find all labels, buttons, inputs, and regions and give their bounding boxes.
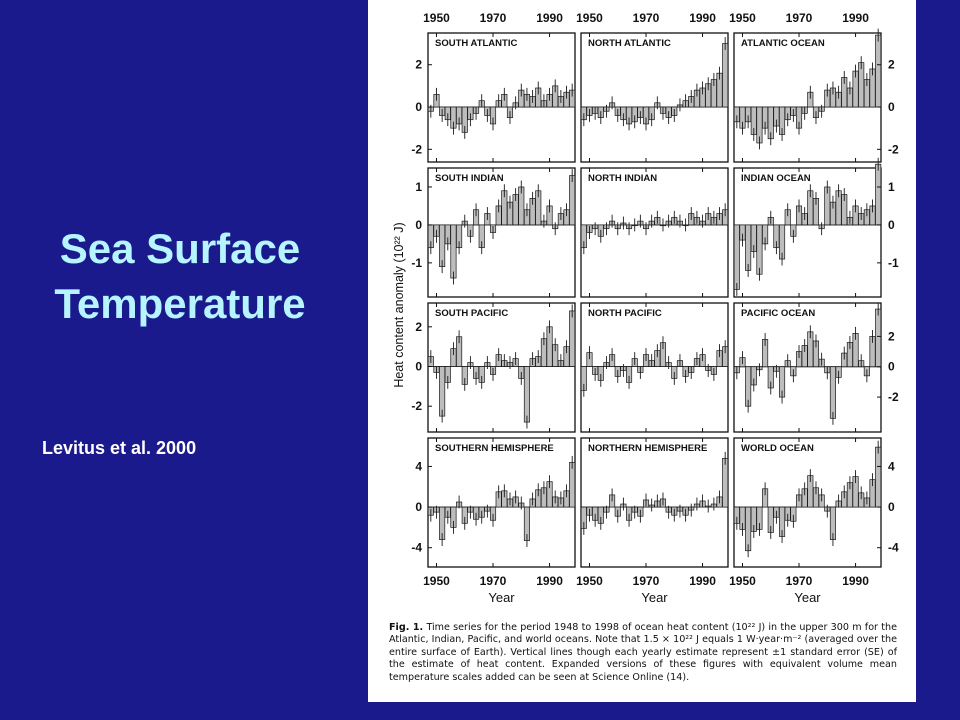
y-tick-label: -1 — [411, 256, 422, 270]
y-tick-label: 0 — [415, 100, 422, 114]
y-tick-label: -4 — [411, 541, 422, 555]
panel-southern-hemisphere: SOUTHERN HEMISPHERE 1950 1970 1990 -4 0 4 Year — [411, 437, 576, 605]
y-tick-label: 0 — [888, 218, 895, 232]
panel-northern-hemisphere: NORTHERN HEMISPHERE 1950 1970 1990 Year — [576, 437, 729, 605]
data-bar — [722, 43, 729, 108]
panel-title: SOUTH ATLANTIC — [435, 38, 517, 49]
y-tick-label: 0 — [415, 360, 422, 374]
panel-title: NORTHERN HEMISPHERE — [588, 443, 707, 454]
x-axis-label: Year — [488, 590, 515, 605]
data-bar — [745, 224, 752, 271]
x-tick-label: 1970 — [633, 574, 660, 588]
x-tick-label: 1990 — [536, 574, 563, 588]
panel-pacific-ocean: PACIFIC OCEAN -2 0 2 — [733, 302, 899, 433]
panel-north-indian: NORTH INDIAN — [580, 167, 729, 298]
panel-title: INDIAN OCEAN — [741, 173, 811, 184]
panel-title: WORLD OCEAN — [741, 443, 814, 454]
x-tick-label: 1970 — [786, 574, 813, 588]
data-bar — [875, 34, 882, 108]
data-bar — [569, 462, 576, 508]
x-tick-label: 1990 — [689, 574, 716, 588]
data-bar — [745, 506, 752, 552]
y-tick-label: 0 — [888, 500, 895, 514]
panel-north-atlantic: NORTH ATLANTIC 1950 1970 1990 — [576, 11, 729, 163]
panel-south-pacific: SOUTH PACIFIC -2 0 2 — [411, 302, 576, 433]
y-axis-label: Heat content anomaly (10²² J) — [392, 222, 406, 387]
slide-margin — [916, 0, 960, 720]
data-bar — [875, 308, 882, 368]
panel-south-indian: SOUTH INDIAN -1 0 1 — [411, 167, 576, 298]
data-bar — [858, 62, 865, 108]
data-bar — [875, 163, 882, 226]
y-tick-label: -4 — [888, 541, 899, 555]
x-tick-label: 1950 — [729, 11, 756, 25]
panel-title: SOUTH INDIAN — [435, 173, 504, 184]
panel-title: SOUTHERN HEMISPHERE — [435, 443, 554, 454]
y-tick-label: 1 — [888, 180, 895, 194]
y-tick-label: -2 — [411, 399, 422, 413]
y-tick-label: 1 — [415, 180, 422, 194]
x-tick-label: 1990 — [842, 574, 869, 588]
panel-title: NORTH INDIAN — [588, 173, 657, 184]
data-bar — [875, 446, 882, 508]
panel-title: NORTH ATLANTIC — [588, 38, 671, 49]
x-axis-label: Year — [794, 590, 821, 605]
y-tick-label: 2 — [888, 58, 895, 72]
figure-panel: SOUTH ATLANTIC 1950 1970 1990 -2 0 2 NORTH ATLA… — [368, 0, 916, 702]
panel-world-ocean: WORLD OCEAN 1950 1970 1990 -4 0 4 Year — [729, 437, 899, 605]
panel-title: SOUTH PACIFIC — [435, 308, 508, 319]
data-bar — [722, 457, 729, 508]
y-tick-label: 0 — [888, 100, 895, 114]
y-tick-label: -2 — [888, 390, 899, 404]
x-tick-label: 1990 — [842, 11, 869, 25]
data-bar — [569, 175, 576, 226]
y-tick-label: -2 — [888, 142, 899, 156]
data-bar — [733, 224, 740, 290]
x-tick-label: 1950 — [423, 11, 450, 25]
y-tick-label: 2 — [415, 58, 422, 72]
x-tick-label: 1950 — [423, 574, 450, 588]
caption-label: Fig. 1. — [389, 622, 424, 633]
panel-north-pacific: NORTH PACIFIC — [580, 302, 729, 433]
y-tick-label: 4 — [415, 459, 422, 473]
x-tick-label: 1970 — [633, 11, 660, 25]
x-tick-label: 1950 — [576, 11, 603, 25]
y-tick-label: 0 — [888, 360, 895, 374]
figure-caption: Fig. 1. Time series for the period 1948 … — [389, 622, 897, 684]
x-tick-label: 1970 — [786, 11, 813, 25]
x-tick-label: 1990 — [689, 11, 716, 25]
data-bar — [439, 366, 446, 417]
data-bar — [829, 366, 836, 419]
slide-title: Sea Surface Temperature — [0, 222, 360, 331]
slide-title-line1: Sea Surface — [59, 225, 301, 272]
caption-text: Time series for the period 1948 to 1998 … — [389, 622, 897, 683]
y-tick-label: 2 — [888, 329, 895, 343]
y-tick-label: -2 — [411, 142, 422, 156]
panel-atlantic-ocean: ATLANTIC OCEAN 1950 1970 1990 -2 0 2 — [729, 11, 899, 163]
x-tick-label: 1950 — [729, 574, 756, 588]
ocean-heat-chart-grid: SOUTH ATLANTIC 1950 1970 1990 -2 0 2 NORTH ATLA… — [392, 11, 899, 605]
data-bar — [523, 366, 530, 423]
data-bar — [756, 224, 763, 275]
x-tick-label: 1950 — [576, 574, 603, 588]
y-tick-label: 4 — [888, 459, 895, 473]
panel-title: ATLANTIC OCEAN — [741, 38, 825, 49]
panel-indian-ocean: INDIAN OCEAN -1 0 1 — [733, 157, 899, 298]
panel-frame — [427, 302, 576, 433]
x-tick-label: 1990 — [536, 11, 563, 25]
panel-title: PACIFIC OCEAN — [741, 308, 815, 319]
panel-south-atlantic: SOUTH ATLANTIC 1950 1970 1990 -2 0 2 — [411, 11, 576, 163]
y-tick-label: 0 — [415, 500, 422, 514]
y-tick-label: -1 — [888, 256, 899, 270]
x-tick-label: 1970 — [480, 11, 507, 25]
slide-title-line2: Temperature — [54, 279, 306, 327]
x-tick-label: 1970 — [480, 574, 507, 588]
panel-title: NORTH PACIFIC — [588, 308, 662, 319]
data-bar — [569, 310, 576, 367]
x-axis-label: Year — [641, 590, 668, 605]
citation: Levitus et al. 2000 — [42, 438, 197, 458]
y-tick-label: 0 — [415, 218, 422, 232]
y-tick-label: 2 — [415, 320, 422, 334]
data-bar — [450, 224, 457, 279]
